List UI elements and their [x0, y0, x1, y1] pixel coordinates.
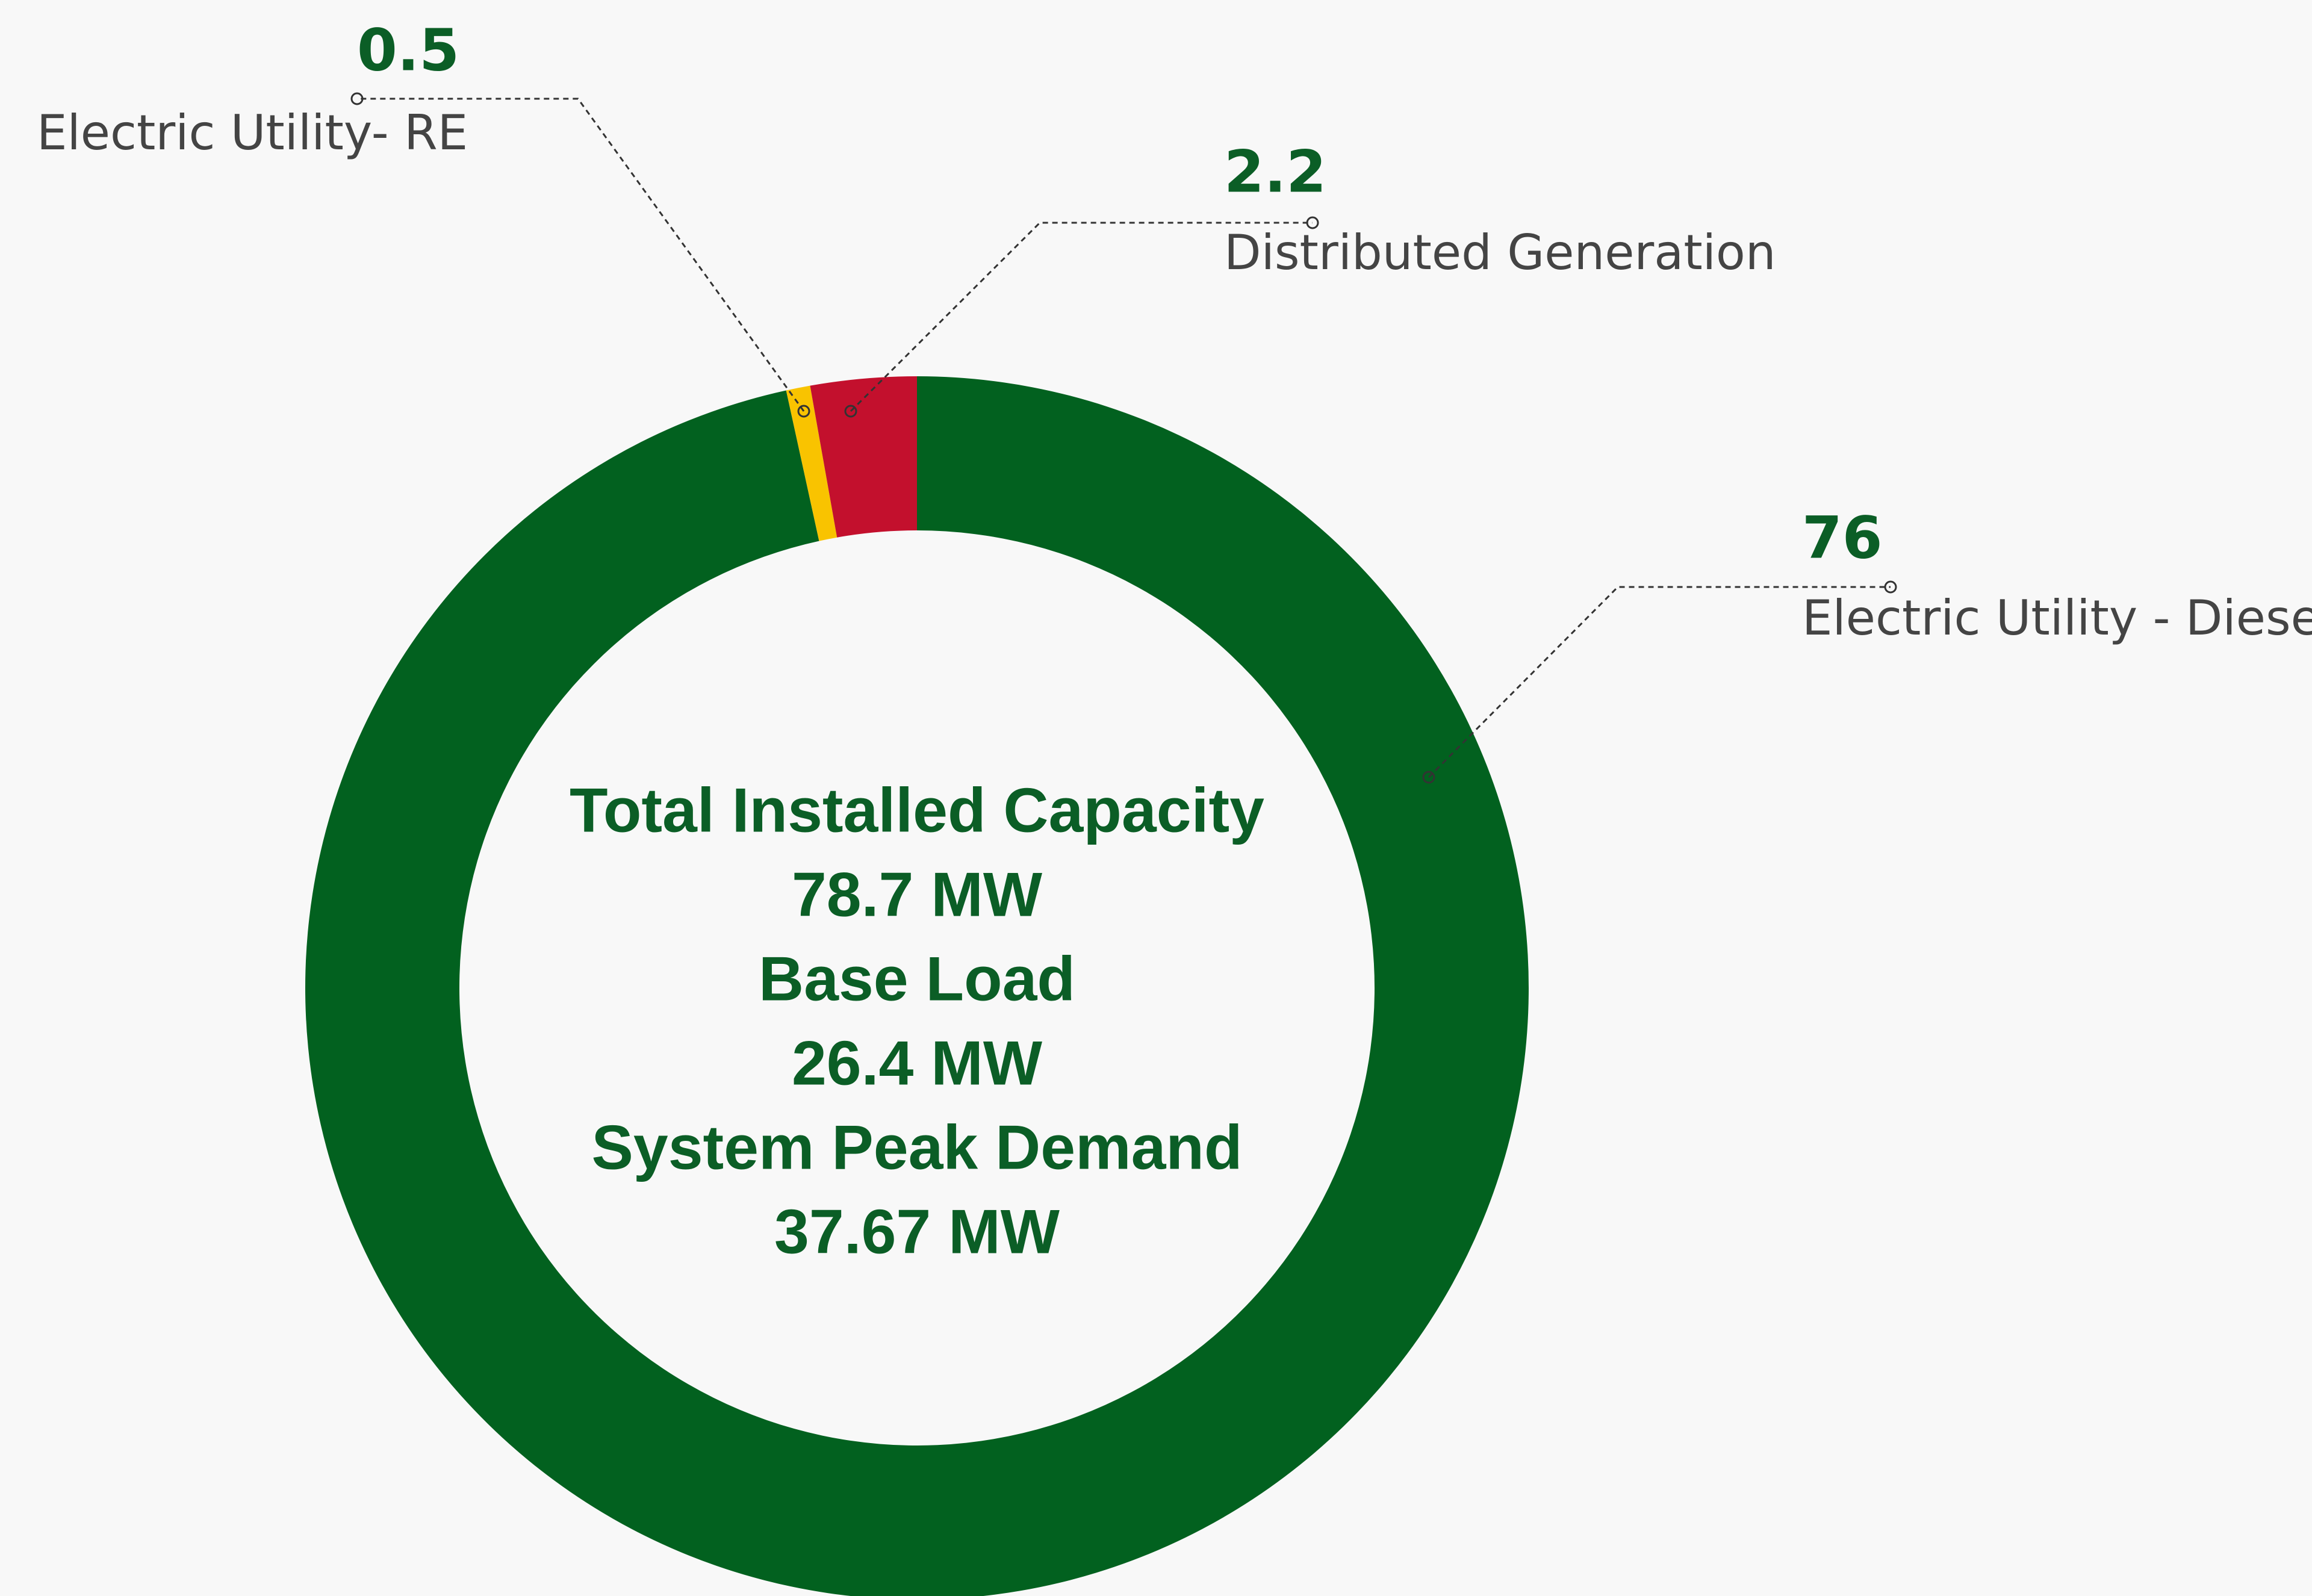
leader-line — [357, 98, 805, 412]
leader-dot — [1884, 580, 1897, 594]
center-text: 26.4 MW — [792, 1028, 1043, 1098]
leader-dot — [1306, 216, 1319, 229]
category-label: Electric Utility - Diesel — [1802, 590, 2312, 646]
center-text: Base Load — [759, 944, 1075, 1014]
center-text: System Peak Demand — [592, 1113, 1243, 1182]
value-label: 2.2 — [1224, 138, 1326, 205]
center-text: Total Installed Capacity — [570, 775, 1264, 845]
category-label: Distributed Generation — [1224, 225, 1776, 281]
donut-segment — [810, 376, 917, 538]
value-label: 0.5 — [357, 16, 459, 84]
leader-dot — [844, 405, 857, 418]
center-text: 37.67 MW — [774, 1197, 1060, 1267]
leader-line — [850, 222, 1313, 412]
value-label: 76 — [1802, 504, 1883, 571]
center-text: 78.7 MW — [792, 860, 1043, 930]
leader-dot — [1422, 771, 1435, 784]
leader-dot — [797, 405, 810, 418]
leader-dot — [350, 92, 364, 105]
leader-line — [1428, 586, 1891, 778]
donut-segment — [786, 385, 837, 541]
category-label: Electric Utility- RE — [37, 105, 468, 161]
